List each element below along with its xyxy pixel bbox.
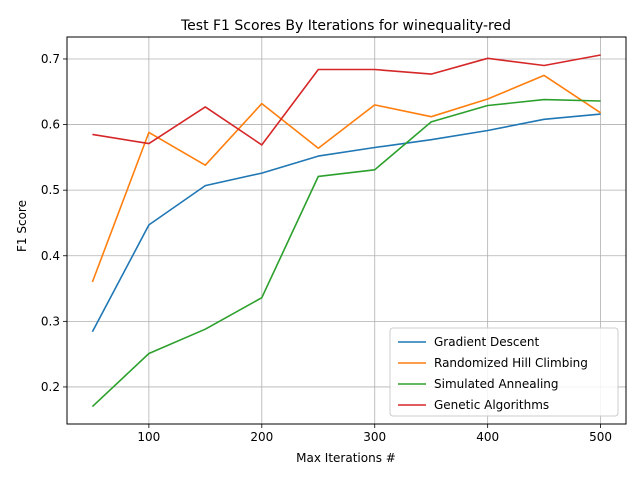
- x-tick-label: 400: [476, 430, 499, 444]
- y-tick-label: 0.5: [41, 183, 60, 197]
- y-tick-label: 0.6: [41, 118, 60, 132]
- x-tick-label: 200: [250, 430, 273, 444]
- plot-area-frame: [66, 36, 627, 425]
- legend-label: Genetic Algorithms: [434, 398, 549, 412]
- x-tick-label: 500: [589, 430, 612, 444]
- chart-title: Test F1 Scores By Iterations for winequa…: [180, 18, 511, 34]
- series-lines: [91, 54, 602, 408]
- y-tick-label: 0.7: [41, 52, 60, 66]
- y-axis-label: F1 Score: [15, 200, 29, 252]
- x-axis-label: Max Iterations #: [296, 451, 396, 465]
- x-tick-label: 300: [363, 430, 386, 444]
- y-tick-label: 0.4: [41, 249, 60, 263]
- y-tick-label: 0.3: [41, 314, 60, 328]
- series-line-randomized-hill-climbing: [91, 74, 602, 283]
- grid: [67, 37, 626, 424]
- legend-label: Gradient Descent: [434, 335, 540, 349]
- axes: 100 200 300 400 500 0.2 0.3 0.4 0.5 0.6 0.7: [41, 52, 612, 444]
- y-tick-label: 0.2: [41, 380, 60, 394]
- legend-box: [389, 327, 619, 417]
- series-line-simulated-annealing: [91, 98, 601, 408]
- legend: Gradient Descent Randomized Hill Climbing…: [389, 327, 619, 417]
- legend-label: Simulated Annealing: [434, 377, 559, 391]
- series-line-genetic-algorithms: [92, 54, 601, 146]
- x-tick-label: 100: [137, 430, 160, 444]
- legend-label: Randomized Hill Climbing: [434, 356, 588, 370]
- series-line-gradient-descent: [91, 113, 601, 333]
